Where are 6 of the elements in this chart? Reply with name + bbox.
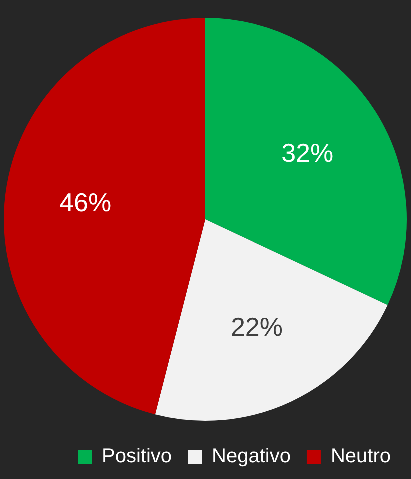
- data-label: 22%: [230, 312, 283, 342]
- data-label: 46%: [60, 188, 112, 218]
- data-label: 32%: [282, 138, 334, 168]
- legend-label: Negativo: [212, 446, 291, 468]
- legend-label: Neutro: [330, 446, 391, 468]
- legend-label: Positivo: [102, 446, 172, 468]
